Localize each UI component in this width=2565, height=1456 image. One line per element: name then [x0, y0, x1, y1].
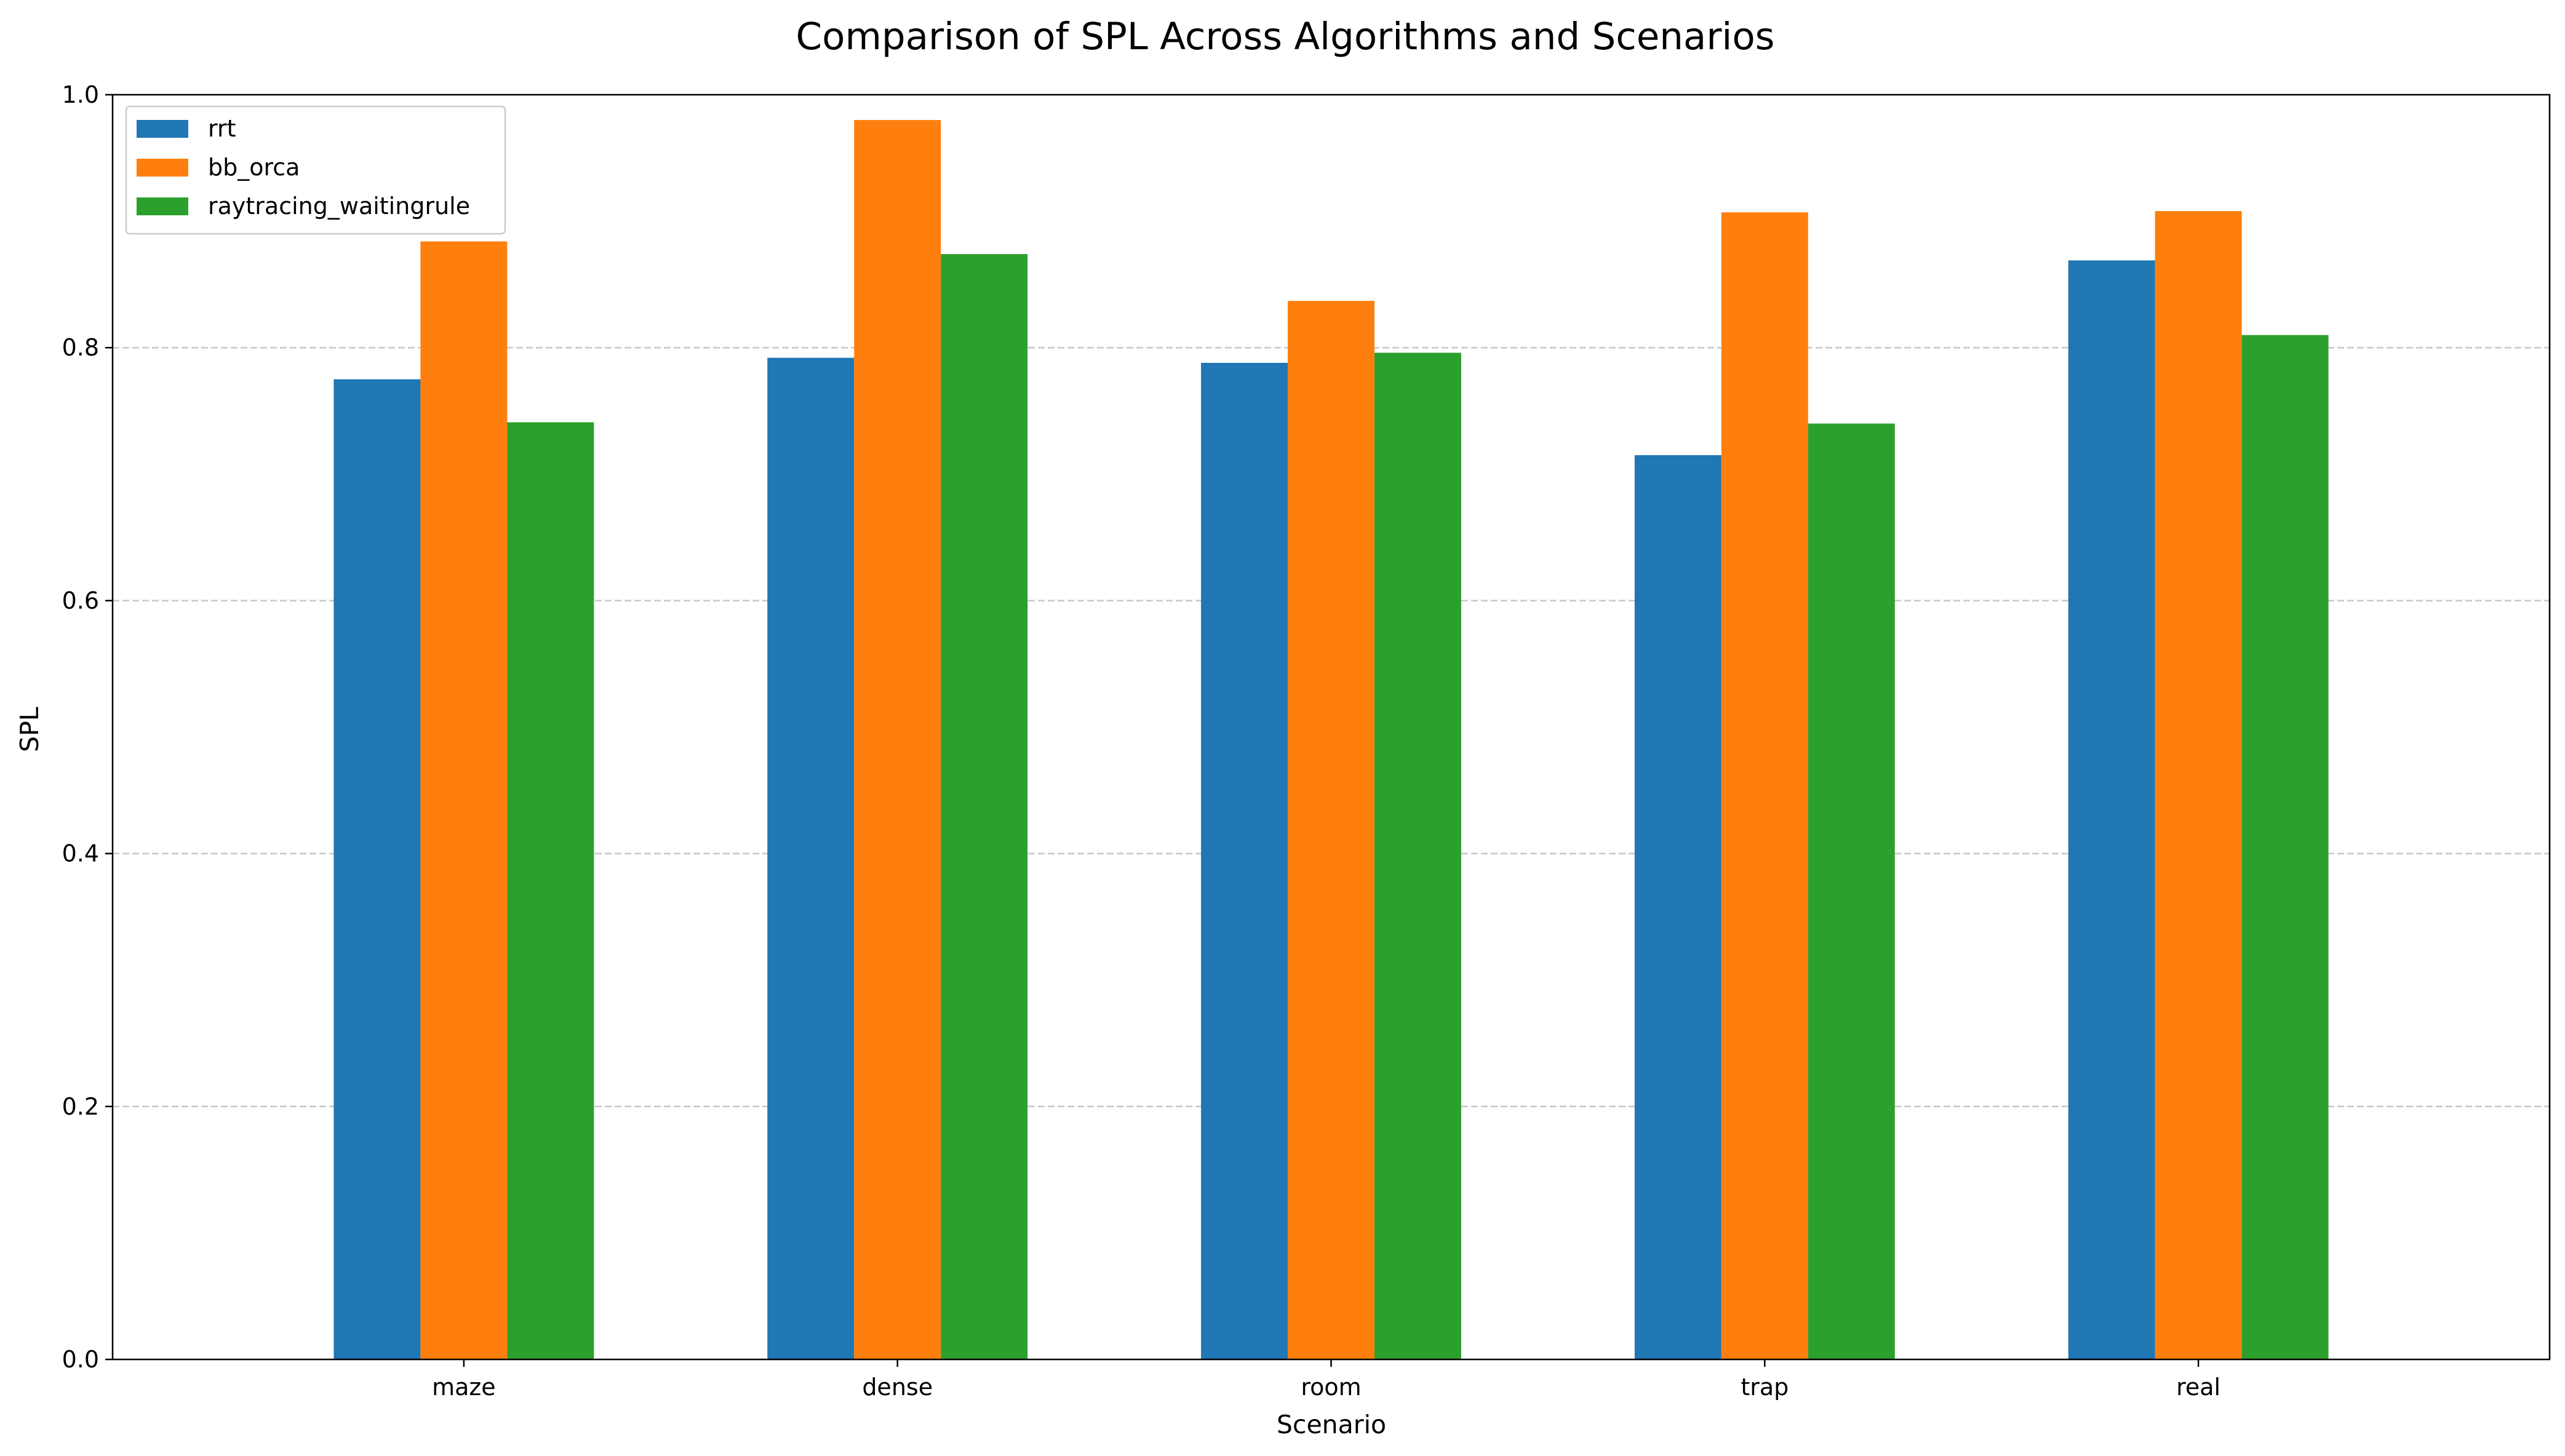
y-tick-label: 1.0	[62, 81, 99, 108]
bar-bb_orca-maze	[420, 241, 508, 1360]
y-tick-label: 0.0	[62, 1346, 99, 1373]
bar-raytracing_waitingrule-room	[1374, 352, 1461, 1359]
bar-bb_orca-room	[1288, 301, 1374, 1360]
bar-bb_orca-dense	[854, 120, 941, 1359]
bar-raytracing_waitingrule-trap	[1808, 423, 1895, 1359]
legend-swatch-rrt	[137, 120, 188, 138]
bar-bb_orca-trap	[1721, 212, 1808, 1359]
bar-rrt-trap	[1634, 455, 1721, 1360]
bar-rrt-room	[1201, 362, 1288, 1359]
y-axis-ticks: 0.0 0.2 0.4 0.6 0.8 1.0	[62, 81, 113, 1373]
x-tick-label: maze	[432, 1374, 496, 1401]
bar-raytracing_waitingrule-real	[2241, 335, 2329, 1359]
y-tick-label: 0.2	[62, 1093, 99, 1120]
x-tick-label: real	[2176, 1374, 2220, 1401]
x-tick-label: dense	[862, 1374, 933, 1401]
legend-swatch-raytracing_waitingrule	[137, 197, 188, 215]
bar-bb_orca-real	[2155, 211, 2242, 1360]
x-axis-ticks: maze dense room trap real	[432, 1359, 2220, 1401]
y-tick-label: 0.6	[62, 587, 99, 614]
legend-label-raytracing_waitingrule: raytracing_waitingrule	[208, 193, 470, 220]
legend-label-bb_orca: bb_orca	[208, 154, 300, 181]
bar-raytracing_waitingrule-dense	[941, 254, 1028, 1359]
bar-raytracing_waitingrule-maze	[507, 422, 594, 1359]
y-tick-label: 0.8	[62, 334, 99, 361]
bar-rrt-real	[2068, 260, 2155, 1360]
legend-label-rrt: rrt	[208, 115, 236, 142]
y-tick-label: 0.4	[62, 840, 99, 867]
chart-title: Comparison of SPL Across Algorithms and …	[796, 15, 1775, 58]
bars	[333, 120, 2329, 1360]
legend-box	[125, 105, 506, 235]
y-axis-label: SPL	[15, 707, 44, 752]
bar-rrt-maze	[333, 379, 421, 1359]
legend-swatch-bb_orca	[137, 159, 188, 177]
x-axis-label: Scenario	[1277, 1410, 1386, 1439]
x-tick-label: room	[1301, 1374, 1361, 1401]
x-tick-label: trap	[1741, 1374, 1789, 1401]
bar-rrt-dense	[767, 357, 855, 1360]
legend: rrt bb_orca raytracing_waitingrule	[125, 105, 506, 235]
